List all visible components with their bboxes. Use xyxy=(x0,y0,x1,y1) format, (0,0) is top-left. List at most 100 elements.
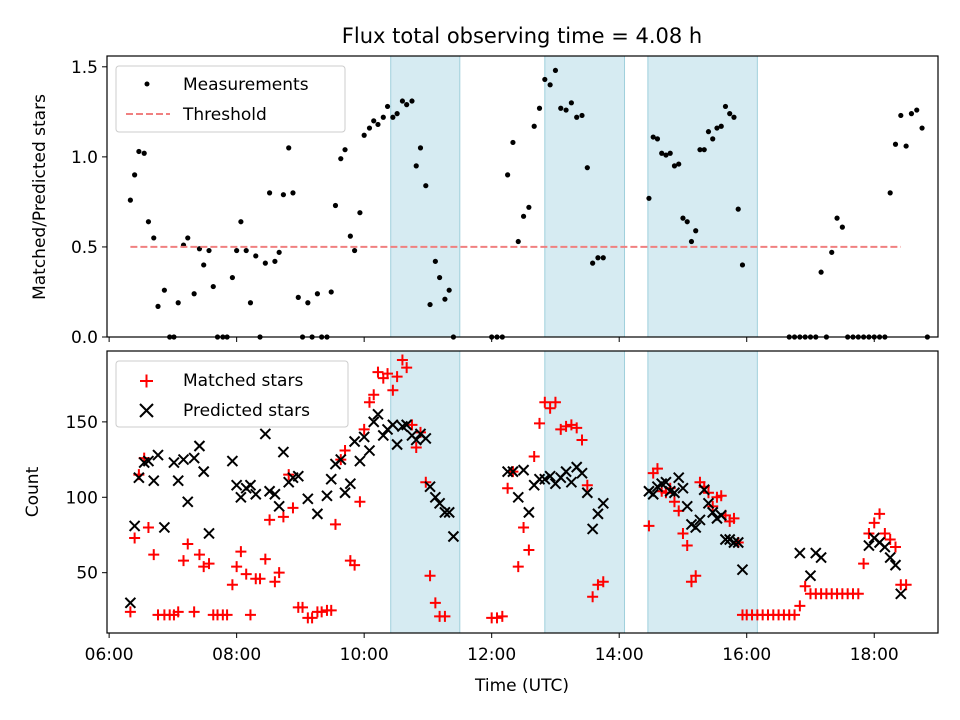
matched-stars-point xyxy=(129,532,141,544)
predicted-stars-point xyxy=(668,487,681,499)
matched-stars-point xyxy=(539,396,551,408)
x-tick-label: 06:00 xyxy=(85,645,134,665)
predicted-stars-point xyxy=(177,453,190,466)
measurement-point xyxy=(829,249,835,255)
bottom-panel-frame xyxy=(106,350,939,634)
predicted-stars-point xyxy=(523,506,535,519)
matched-stars-point xyxy=(581,479,593,491)
measurement-point xyxy=(132,172,138,178)
measurement-point xyxy=(432,258,438,264)
x-tick-label: 16:00 xyxy=(722,645,771,665)
top-legend: Measurements Threshold xyxy=(115,65,346,133)
predicted-stars-point xyxy=(719,533,732,546)
predicted-stars-point xyxy=(592,508,604,520)
matched-stars-point xyxy=(148,549,160,561)
measurement-point xyxy=(584,165,590,171)
shaded-interval xyxy=(390,55,461,338)
matched-stars-point xyxy=(259,553,271,565)
predicted-stars-point xyxy=(197,465,210,478)
matched-stars-point xyxy=(685,576,697,588)
x-tick-label: 18:00 xyxy=(850,645,899,665)
measurement-point xyxy=(185,235,191,241)
predicted-stars-point xyxy=(889,559,902,571)
matched-stars-point xyxy=(264,514,276,526)
predicted-stars-point xyxy=(707,506,719,519)
measurement-point xyxy=(136,148,142,155)
matched-stars-point xyxy=(235,546,247,558)
measurement-point xyxy=(520,213,527,219)
measurement-point xyxy=(175,300,181,306)
measurement-point xyxy=(266,190,273,196)
matched-stars-point xyxy=(681,540,693,552)
predicted-stars-point xyxy=(597,497,609,510)
predicted-stars-point xyxy=(235,491,247,503)
predicted-stars-point xyxy=(660,476,672,488)
predicted-stars-point xyxy=(512,491,524,503)
matched-stars-point xyxy=(534,417,546,429)
matched-stars-point xyxy=(410,442,422,454)
threshold-legend-label: Threshold xyxy=(182,105,267,125)
measurement-point xyxy=(371,118,377,124)
measurement-point xyxy=(887,190,893,196)
matched-stars-point xyxy=(349,559,361,571)
predicted-stars-point xyxy=(544,470,556,482)
matched-stars-point xyxy=(668,496,680,508)
y-tick-label: 0.5 xyxy=(71,238,98,258)
predicted-stars-point xyxy=(230,479,243,491)
measurement-point xyxy=(243,247,249,254)
measurement-point xyxy=(347,233,353,239)
measurement-point xyxy=(531,123,537,129)
measurement-point xyxy=(697,147,703,153)
measurement-point xyxy=(342,147,348,153)
matched-stars-point xyxy=(643,520,655,532)
predicted-stars-point xyxy=(263,485,276,497)
shaded-interval xyxy=(544,55,626,338)
predicted-stars-point xyxy=(244,479,257,491)
measurement-point xyxy=(332,202,339,209)
measurement-point xyxy=(290,190,296,196)
top-panel-marks xyxy=(127,67,930,340)
predicted-stars-point xyxy=(533,473,546,485)
measurement-point xyxy=(705,129,712,135)
measurement-point xyxy=(735,206,741,212)
predicted-stars-point xyxy=(879,541,891,553)
predicted-stars-point xyxy=(172,474,184,487)
measurement-point xyxy=(552,67,559,74)
predicted-stars-point xyxy=(148,474,160,487)
measurement-point xyxy=(238,219,244,225)
matched-stars-point xyxy=(874,508,886,520)
measurement-point xyxy=(191,291,197,297)
predicted-stars-point xyxy=(368,416,380,428)
measurement-point xyxy=(366,125,373,131)
matched-stars-point xyxy=(354,496,366,508)
matched-stars-point xyxy=(325,604,337,616)
matched-stars-point xyxy=(587,591,599,603)
predicted-stars-point xyxy=(277,446,290,458)
matched-stars-point xyxy=(363,396,375,408)
measurement-point xyxy=(731,114,737,120)
measurement-point xyxy=(201,262,207,268)
matched-stars-point xyxy=(789,609,801,621)
measurement-point xyxy=(272,258,278,264)
predicted-stars-point xyxy=(344,477,357,490)
top-panel-shaded-intervals xyxy=(390,55,758,338)
predicted-stars-point xyxy=(168,456,180,469)
predicted-stars-point xyxy=(424,481,436,493)
measurement-point xyxy=(399,98,406,104)
matched-stars-point xyxy=(221,609,233,621)
matched-stars-point xyxy=(502,482,514,494)
matched-stars-point xyxy=(728,512,740,524)
measurement-point xyxy=(710,136,716,142)
measurement-point xyxy=(357,210,363,216)
measurement-point xyxy=(151,235,157,241)
predicted-stars-point xyxy=(804,569,817,582)
predicted-stars-point xyxy=(354,455,366,467)
predicted-stars-point xyxy=(348,435,361,448)
predicted-stars-point xyxy=(372,408,384,421)
bottom-panel-x-ticks: 06:00 08:00 10:00 12:00 14:00 16:00 18:00 xyxy=(85,633,899,665)
matched-stars-point xyxy=(172,606,184,618)
predicted-stars-point xyxy=(815,551,827,564)
matched-stars-point xyxy=(868,517,880,529)
measurement-point xyxy=(818,269,824,275)
